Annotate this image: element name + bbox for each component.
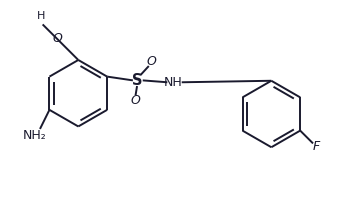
Text: O: O bbox=[147, 55, 157, 68]
Text: NH₂: NH₂ bbox=[22, 129, 46, 142]
Text: O: O bbox=[131, 93, 140, 107]
Text: S: S bbox=[132, 73, 143, 88]
Text: O: O bbox=[53, 32, 62, 45]
Text: F: F bbox=[312, 140, 320, 153]
Text: H: H bbox=[37, 11, 46, 21]
Text: NH: NH bbox=[164, 76, 183, 89]
